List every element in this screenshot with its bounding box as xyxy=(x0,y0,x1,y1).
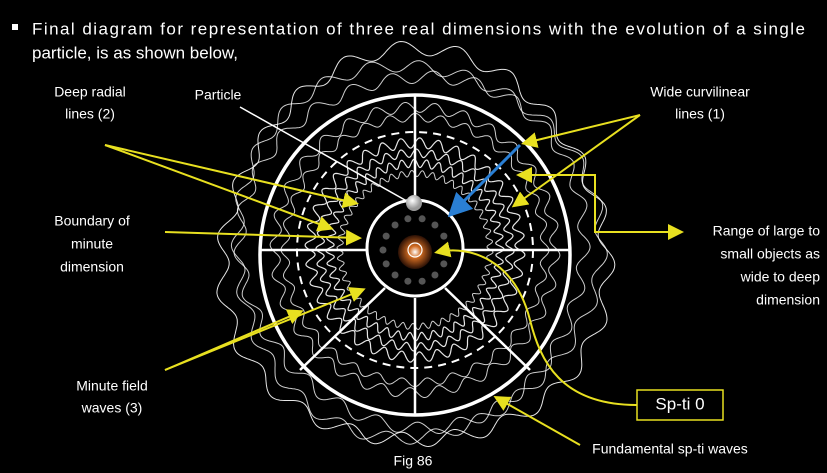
particle xyxy=(406,195,422,211)
dot xyxy=(404,215,411,222)
dot xyxy=(431,221,438,228)
dot xyxy=(419,215,426,222)
label: Minute field xyxy=(76,378,148,394)
dot xyxy=(404,278,411,285)
label: waves (3) xyxy=(81,400,143,416)
dot xyxy=(383,233,390,240)
bullet-mark xyxy=(12,24,18,30)
dot xyxy=(440,260,447,267)
dot xyxy=(392,221,399,228)
dot xyxy=(380,247,387,254)
label: dimension xyxy=(756,292,820,308)
dot xyxy=(392,272,399,279)
label: lines (1) xyxy=(675,106,725,122)
label: Sp-ti 0 xyxy=(655,394,704,413)
slide: Final diagram for representation of thre… xyxy=(0,0,827,473)
label: Final diagram for representation of thre… xyxy=(32,19,805,38)
dot xyxy=(383,260,390,267)
label: small objects as xyxy=(720,246,820,262)
dot xyxy=(419,278,426,285)
label: Deep radial xyxy=(54,84,126,100)
label: Wide curvilinear xyxy=(650,84,750,100)
label: lines (2) xyxy=(65,106,115,122)
label: Range of large to xyxy=(713,223,821,239)
label: particle, is as shown below, xyxy=(32,43,238,62)
label: dimension xyxy=(60,259,124,275)
core xyxy=(398,235,432,269)
label: Particle xyxy=(195,87,242,103)
label: minute xyxy=(71,236,113,252)
label: Fundamental sp-ti waves xyxy=(592,441,748,457)
label: wide to deep xyxy=(740,269,821,285)
label: Boundary of xyxy=(54,213,130,229)
caption: Fig 86 xyxy=(394,453,433,469)
dot xyxy=(431,272,438,279)
dot xyxy=(440,233,447,240)
